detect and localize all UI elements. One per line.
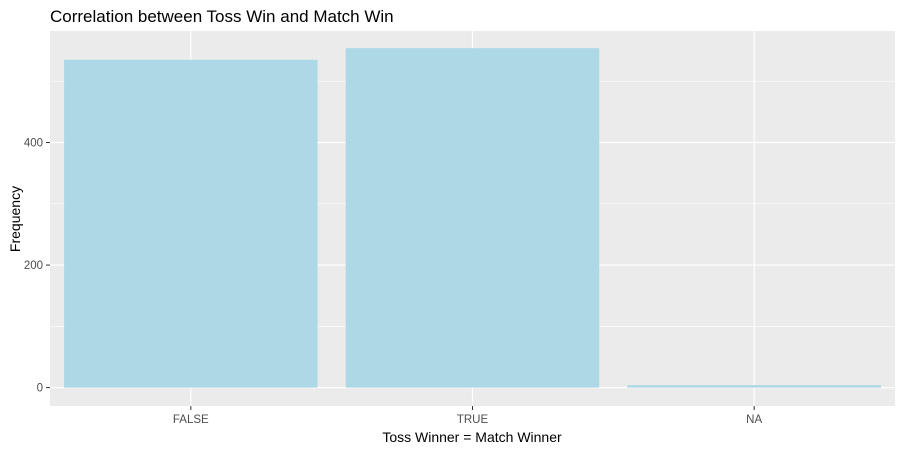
y-tick-label: 400 bbox=[24, 138, 43, 150]
bar-true bbox=[345, 48, 600, 388]
x-axis-title: Toss Winner = Match Winner bbox=[382, 429, 562, 445]
bar-na bbox=[627, 385, 881, 388]
axes: 0 200 400 FALSE TRUE NA bbox=[24, 138, 763, 426]
bar-false bbox=[64, 59, 318, 388]
x-tick-label: TRUE bbox=[457, 414, 489, 426]
y-axis-title: Frequency bbox=[7, 186, 23, 252]
x-tick-label: FALSE bbox=[173, 414, 209, 426]
chart-title: Correlation between Toss Win and Match W… bbox=[50, 7, 394, 26]
bars bbox=[64, 48, 881, 388]
x-tick-label: NA bbox=[746, 414, 762, 426]
y-tick-label: 0 bbox=[37, 383, 43, 395]
y-tick-label: 200 bbox=[24, 260, 43, 272]
